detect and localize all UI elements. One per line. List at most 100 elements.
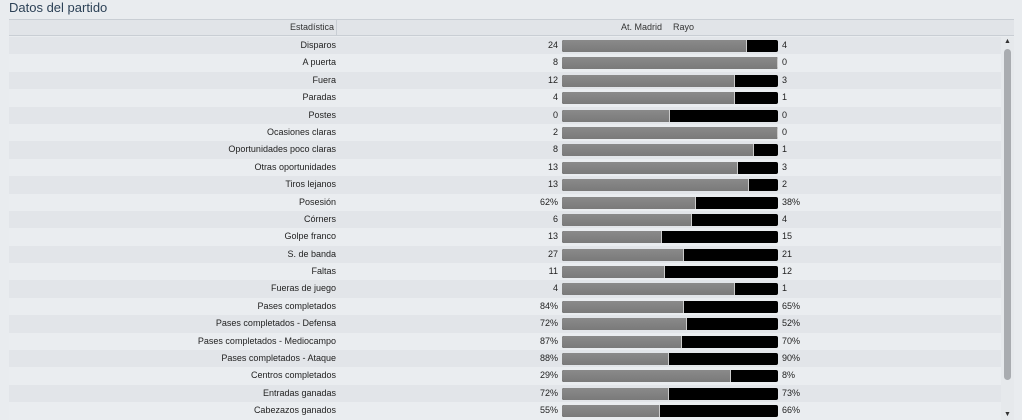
home-share-fill <box>562 318 688 331</box>
home-share-fill <box>562 231 663 244</box>
home-value: 27 <box>547 248 558 259</box>
match-stats-table: Estadística At. Madrid Rayo Disparos 24 4 A… <box>9 19 1014 420</box>
away-value: 21 <box>782 248 793 259</box>
stat-label: Pases completados - Mediocampo <box>197 335 336 346</box>
home-share-fill <box>562 370 732 383</box>
home-share-fill <box>562 161 738 174</box>
stat-label: Pases completados - Defensa <box>215 318 336 329</box>
away-value: 15 <box>782 231 793 242</box>
table-row: Postes 0 0 <box>9 106 1001 124</box>
home-value: 62% <box>539 196 558 207</box>
stat-label: Tiros lejanos <box>285 179 336 190</box>
home-share-fill <box>562 300 684 313</box>
away-value: 70% <box>782 335 801 346</box>
home-share-fill <box>562 57 778 70</box>
column-header-statistic[interactable]: Estadística <box>9 20 337 35</box>
table-row: Fueras de juego 4 1 <box>9 280 1001 298</box>
home-share-fill <box>562 405 661 418</box>
table-row: Pases completados 84% 65% <box>9 297 1001 316</box>
home-value: 11 <box>548 266 558 277</box>
stat-label: A puerta <box>302 57 336 68</box>
comparison-bar <box>562 74 778 87</box>
comparison-bar <box>562 231 778 244</box>
away-value: 12 <box>782 266 793 277</box>
stat-label: Centros completados <box>250 370 336 381</box>
home-share-fill <box>562 353 669 366</box>
away-value: 90% <box>782 353 801 364</box>
home-value: 4 <box>552 92 558 103</box>
home-value: 8 <box>552 57 558 68</box>
table-row: Posesión 62% 38% <box>9 193 1001 211</box>
away-value: 73% <box>782 387 801 398</box>
stat-label: Ocasiones claras <box>266 126 336 137</box>
home-share-fill <box>562 179 750 192</box>
home-value: 13 <box>547 179 558 190</box>
table-row: Ocasiones claras 2 0 <box>9 123 1001 142</box>
home-value: 72% <box>539 318 558 329</box>
home-share-fill <box>562 335 682 348</box>
table-row: Entradas ganadas 72% 73% <box>9 384 1001 403</box>
comparison-bar <box>562 196 778 209</box>
away-value: 2 <box>782 179 788 190</box>
stat-label: S. de banda <box>287 248 336 259</box>
home-share-fill <box>562 40 748 52</box>
home-share-fill <box>562 387 670 400</box>
column-header-home-team[interactable]: At. Madrid <box>621 22 663 32</box>
home-value: 72% <box>539 387 558 398</box>
scroll-down-arrow-icon[interactable]: ▼ <box>1004 411 1011 418</box>
scroll-up-arrow-icon[interactable]: ▲ <box>1004 38 1011 45</box>
home-value: 8 <box>552 144 558 155</box>
table-row: Centros completados 29% 8% <box>9 367 1001 385</box>
home-share-fill <box>562 144 755 157</box>
table-row: Disparos 24 4 <box>9 37 1001 55</box>
home-share-fill <box>562 126 778 139</box>
comparison-bar <box>562 266 778 279</box>
comparison-bar <box>562 179 778 192</box>
home-value: 88% <box>539 353 558 364</box>
stat-label: Postes <box>308 109 336 120</box>
column-header-away-team[interactable]: Rayo <box>673 22 695 32</box>
panel-title: Datos del partido <box>9 0 108 15</box>
home-value: 84% <box>539 300 558 311</box>
table-row: Cabezazos ganados 55% 66% <box>9 402 1001 420</box>
stat-label: Entradas ganadas <box>262 387 336 398</box>
comparison-bar <box>562 161 778 174</box>
away-value: 52% <box>782 318 801 329</box>
home-value: 2 <box>552 126 558 137</box>
home-value: 0 <box>552 109 558 120</box>
table-row: Otras oportunidades 13 3 <box>9 158 1001 177</box>
table-row: Faltas 11 12 <box>9 263 1001 281</box>
away-value: 0 <box>782 126 788 137</box>
home-value: 6 <box>552 213 558 224</box>
home-share-fill <box>562 248 684 261</box>
table-row: Golpe franco 13 15 <box>9 228 1001 246</box>
home-share-fill <box>562 109 670 122</box>
vertical-scrollbar[interactable]: ▲ ▼ <box>1001 37 1014 420</box>
home-value: 87% <box>539 335 558 346</box>
stat-label: Paradas <box>302 92 336 103</box>
stat-label: Golpe franco <box>284 231 336 242</box>
away-value: 66% <box>782 405 801 416</box>
table-row: Pases completados - Defensa 72% 52% <box>9 315 1001 333</box>
stat-label: Pases completados - Ataque <box>221 353 336 364</box>
away-value: 1 <box>782 92 788 103</box>
stat-label: Pases completados <box>257 300 336 311</box>
home-share-fill <box>562 74 735 87</box>
table-row: A puerta 8 0 <box>9 54 1001 72</box>
home-value: 13 <box>547 161 558 172</box>
away-value: 65% <box>782 300 801 311</box>
stat-label: Córners <box>303 213 336 224</box>
home-share-fill <box>562 283 735 296</box>
stats-rows: Disparos 24 4 A puerta 8 0 Fuera 12 3 Paradas 4 1 Po… <box>9 37 1001 420</box>
comparison-bar <box>562 300 778 313</box>
scrollbar-thumb[interactable] <box>1004 49 1011 380</box>
table-row: Pases completados - Mediocampo 87% 70% <box>9 332 1001 351</box>
home-share-fill <box>562 266 666 279</box>
home-value: 29% <box>539 370 558 381</box>
comparison-bar <box>562 109 778 122</box>
away-value: 4 <box>782 213 788 224</box>
stat-label: Posesión <box>298 196 336 207</box>
away-value: 1 <box>782 144 788 155</box>
table-row: Pases completados - Ataque 88% 90% <box>9 350 1001 368</box>
stat-label: Otras oportunidades <box>254 161 336 172</box>
